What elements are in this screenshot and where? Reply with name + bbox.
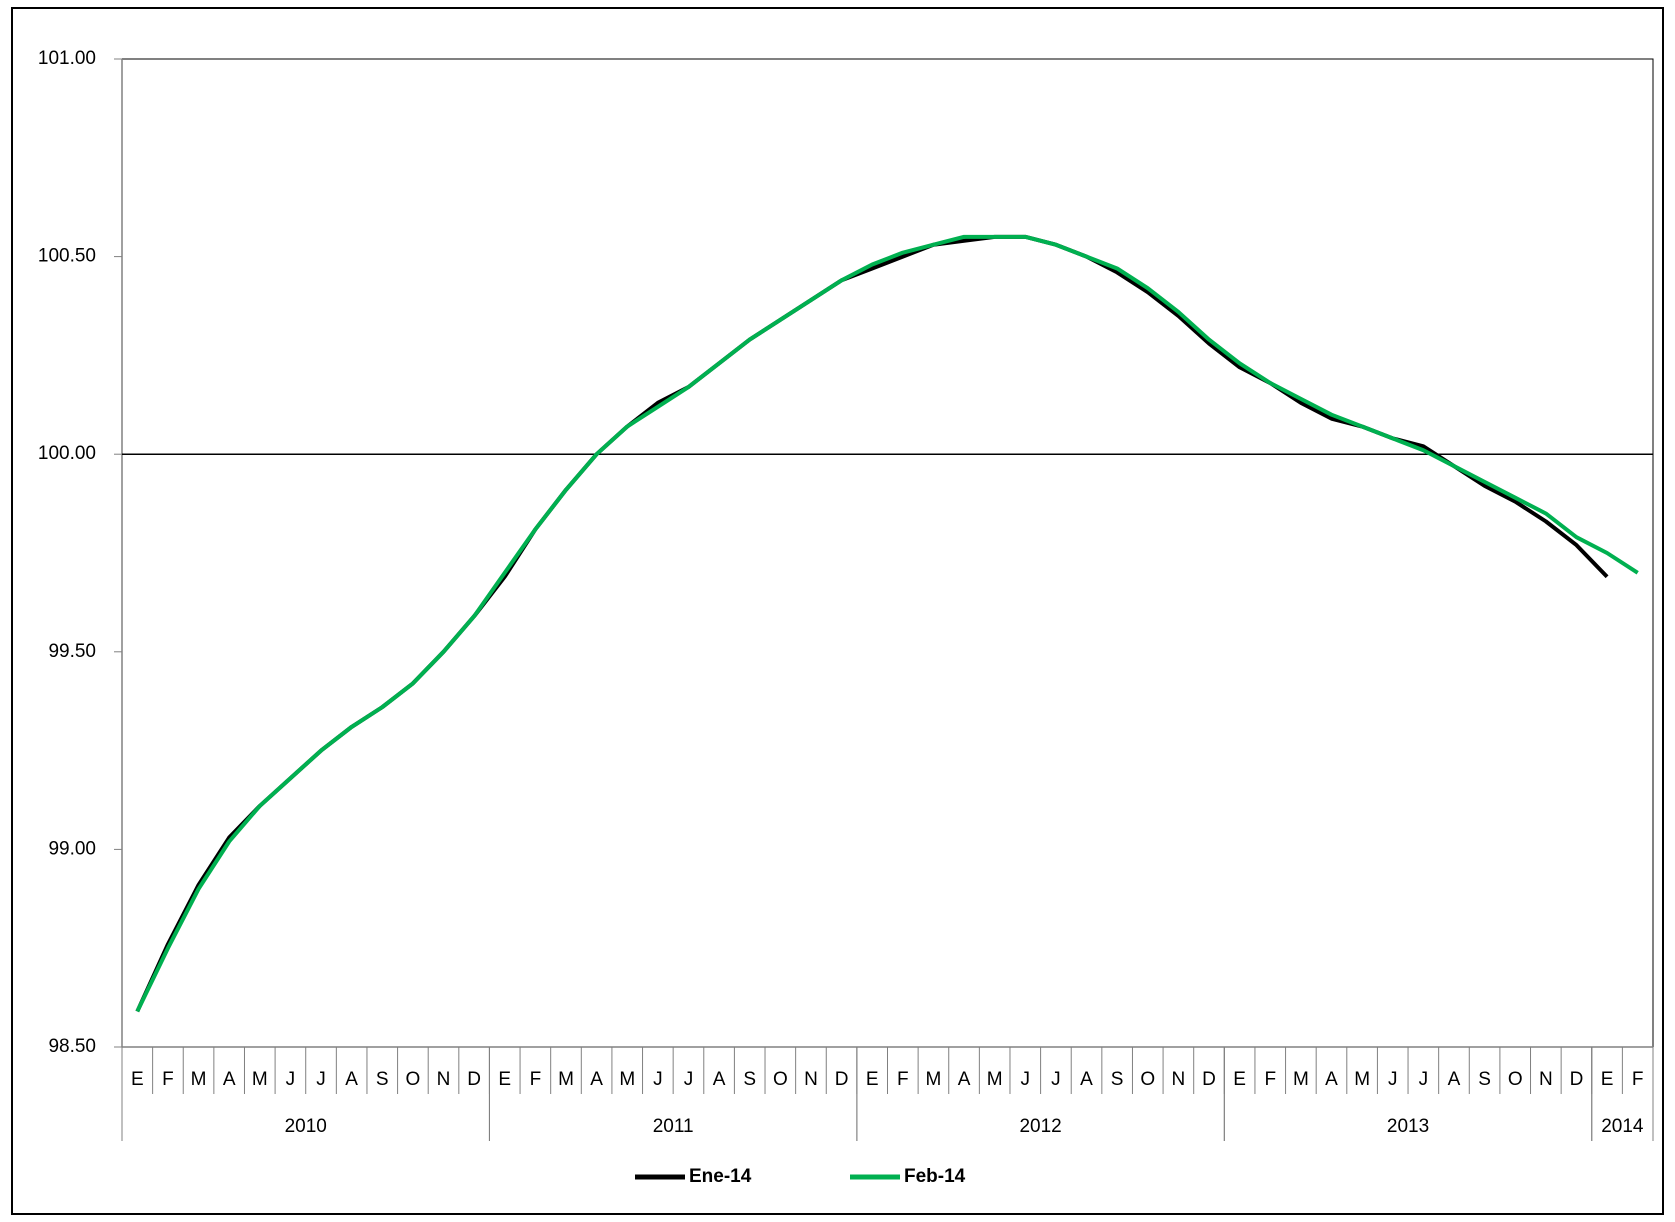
series-line xyxy=(135,234,1639,1013)
x-tick-label: O xyxy=(1508,1069,1523,1090)
x-tick-label: M xyxy=(926,1069,942,1090)
year-label: 2013 xyxy=(1387,1116,1429,1137)
y-tick-label: 100.50 xyxy=(38,246,96,267)
x-tick-label: D xyxy=(1570,1069,1584,1090)
x-tick-label: O xyxy=(1140,1069,1155,1090)
x-tick-label: J xyxy=(684,1069,694,1090)
x-tick-label: M xyxy=(558,1069,574,1090)
x-tick-label: A xyxy=(1080,1069,1093,1090)
x-tick-label: J xyxy=(1051,1069,1061,1090)
x-tick-label: A xyxy=(958,1069,971,1090)
x-tick-label: M xyxy=(252,1069,268,1090)
year-label: 2014 xyxy=(1601,1116,1644,1137)
legend-label: Ene-14 xyxy=(689,1166,752,1187)
x-tick-label: S xyxy=(1478,1069,1491,1090)
x-tick-label: M xyxy=(619,1069,635,1090)
x-tick-label: A xyxy=(223,1069,236,1090)
chart-border xyxy=(11,7,1664,1215)
x-tick-label: D xyxy=(467,1069,481,1090)
x-tick-label: F xyxy=(897,1069,909,1090)
y-tick-label: 99.00 xyxy=(48,838,96,859)
x-tick-label: O xyxy=(405,1069,420,1090)
x-tick-label: A xyxy=(1448,1069,1461,1090)
x-tick-label: E xyxy=(131,1069,144,1090)
year-label: 2011 xyxy=(653,1116,694,1137)
x-tick-label: D xyxy=(835,1069,849,1090)
x-tick-label: F xyxy=(1264,1069,1276,1090)
x-tick-label: S xyxy=(376,1069,389,1090)
plot-area xyxy=(121,58,1654,1048)
series-line xyxy=(135,234,1609,1013)
x-tick-label: M xyxy=(191,1069,207,1090)
x-tick-label: E xyxy=(1601,1069,1614,1090)
y-tick-label: 100.00 xyxy=(38,443,96,464)
x-tick-label: J xyxy=(286,1069,296,1090)
x-tick-label: E xyxy=(866,1069,879,1090)
year-label: 2010 xyxy=(285,1116,327,1137)
x-tick-label: N xyxy=(1539,1069,1553,1090)
x-tick-label: N xyxy=(437,1069,451,1090)
x-tick-label: S xyxy=(743,1069,756,1090)
x-tick-label: M xyxy=(1354,1069,1370,1090)
x-tick-label: A xyxy=(713,1069,726,1090)
x-tick-label: A xyxy=(1325,1069,1338,1090)
x-tick-label: J xyxy=(1388,1069,1398,1090)
y-tick-label: 101.00 xyxy=(38,48,96,69)
x-tick-label: S xyxy=(1111,1069,1124,1090)
x-tick-label: E xyxy=(1233,1069,1246,1090)
x-tick-label: J xyxy=(1419,1069,1429,1090)
x-tick-label: D xyxy=(1202,1069,1216,1090)
x-tick-label: N xyxy=(804,1069,818,1090)
x-tick-label: F xyxy=(1632,1069,1644,1090)
x-tick-label: N xyxy=(1172,1069,1186,1090)
x-tick-label: E xyxy=(498,1069,511,1090)
x-tick-label: A xyxy=(590,1069,603,1090)
y-tick-label: 99.50 xyxy=(48,641,96,662)
x-tick-label: J xyxy=(653,1069,663,1090)
x-tick-label: M xyxy=(1293,1069,1309,1090)
x-tick-label: J xyxy=(1021,1069,1031,1090)
x-tick-label: F xyxy=(530,1069,542,1090)
x-tick-label: M xyxy=(987,1069,1003,1090)
x-tick-label: A xyxy=(345,1069,358,1090)
x-tick-label: O xyxy=(773,1069,788,1090)
year-label: 2012 xyxy=(1019,1116,1061,1137)
y-tick-label: 98.50 xyxy=(48,1036,96,1057)
x-tick-label: J xyxy=(316,1069,326,1090)
x-tick-label: F xyxy=(162,1069,174,1090)
legend-label: Feb-14 xyxy=(904,1166,966,1187)
